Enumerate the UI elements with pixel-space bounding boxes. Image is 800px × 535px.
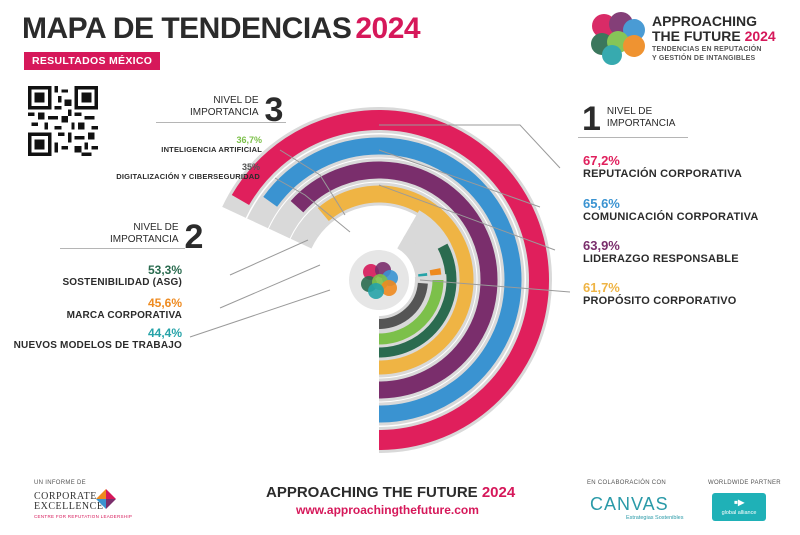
brand-line1: APPROACHING — [652, 13, 758, 29]
name-nuevos-modelos: NUEVOS MODELOS DE TRABAJO — [13, 340, 182, 351]
brand-sub1: TENDENCIAS EN REPUTACIÓN — [652, 46, 762, 53]
footer-title-year: 2024 — [481, 484, 516, 501]
level-2-line1: NIVEL DE — [133, 222, 179, 233]
canvas-logo[interactable]: CANVAS — [590, 494, 669, 515]
ring-bar — [231, 110, 549, 450]
value-ia: 36,7% — [236, 135, 262, 145]
leader-line — [378, 184, 556, 251]
value-proposito: 61,7% — [583, 280, 620, 295]
ce-line1: CORPORATE — [34, 491, 97, 502]
ring-bar — [290, 161, 498, 399]
value-reputacion: 67,2% — [583, 153, 620, 168]
partner-caption: WORLDWIDE PARTNER — [708, 480, 781, 486]
leader-line — [229, 239, 309, 276]
level-2-number: 2 — [184, 218, 204, 256]
center-logo-dot — [368, 283, 384, 299]
global-alliance-mark-icon: ▪▸ — [733, 495, 745, 509]
level-3-line2: IMPORTANCIA — [190, 106, 259, 118]
name-reputacion: REPUTACIÓN CORPORATIVA — [583, 168, 743, 180]
corporate-excellence-mark-icon — [96, 489, 116, 509]
value-digitalizacion: 35% — [241, 162, 260, 172]
name-proposito: PROPÓSITO CORPORATIVO — [583, 295, 737, 307]
label-sostenibilidad: 53,3% SOSTENIBILIDAD (ASG) — [62, 263, 182, 289]
center-logo-dot — [381, 280, 397, 296]
value-sostenibilidad: 53,3% — [147, 263, 182, 277]
level-1-number: 1 — [582, 100, 601, 138]
level-2-line2: IMPORTANCIA — [110, 233, 179, 245]
brand-block: APPROACHING THE FUTURE 2024 TENDENCIAS E… — [652, 14, 792, 63]
leader-line — [379, 124, 561, 169]
footer-title: APPROACHING THE FUTURE 2024 — [266, 484, 515, 501]
leader-line — [279, 149, 346, 216]
name-marca: MARCA CORPORATIVA — [66, 310, 182, 321]
collab-caption: EN COLABORACIÓN CON — [587, 480, 667, 486]
ring-bar — [378, 279, 444, 345]
global-alliance-logo[interactable]: ▪▸ global alliance — [712, 493, 766, 521]
value-liderazgo: 63,9% — [583, 238, 620, 253]
brand-sub2: Y GESTIÓN DE INTANGIBLES — [652, 54, 756, 62]
label-nuevos-modelos: 44,4% NUEVOS MODELOS DE TRABAJO — [14, 326, 182, 352]
label-proposito: 61,7% PROPÓSITO CORPORATIVO — [583, 280, 737, 308]
level-3-line1: NIVEL DE — [213, 95, 259, 106]
value-nuevos-modelos: 44,4% — [147, 326, 182, 340]
results-badge: RESULTADOS MÉXICO — [24, 52, 161, 70]
ring-bar — [263, 137, 522, 423]
label-digitalizacion: 35% DIGITALIZACIÓN Y CIBERSEGURIDAD — [116, 162, 260, 181]
name-ia: INTELIGENCIA ARTIFICIAL — [161, 145, 262, 154]
level-2-rule — [60, 248, 185, 249]
ce-line2: EXCELLENCE — [34, 501, 104, 512]
ce-subtitle: CENTRE FOR REPUTATION LEADERSHIP — [34, 514, 133, 519]
leader-line — [378, 149, 541, 208]
global-alliance-name: global alliance — [721, 510, 757, 516]
level-1-line1: NIVEL DE — [606, 106, 653, 117]
page-title: MAPA DE TENDENCIAS 2024 — [22, 12, 421, 46]
label-liderazgo: 63,9% LIDERAZGO RESPONSABLE — [583, 238, 739, 266]
name-digitalizacion: DIGITALIZACIÓN Y CIBERSEGURIDAD — [116, 172, 260, 181]
label-comunicacion: 65,6% COMUNICACIÓN CORPORATIVA — [583, 196, 759, 224]
footer-url-link[interactable]: www.approachingthefuture.com — [296, 503, 479, 517]
corporate-excellence-logo[interactable]: CORPORATE EXCELLENCE — [34, 492, 103, 512]
approaching-the-future-logo — [591, 12, 645, 65]
ring-bar — [317, 185, 474, 375]
name-sostenibilidad: SOSTENIBILIDAD (ASG) — [62, 277, 182, 288]
level-1-line2: IMPORTANCIA — [606, 117, 676, 129]
brand-year: 2024 — [744, 28, 776, 44]
value-marca: 45,6% — [147, 296, 182, 310]
level-1-rule — [578, 137, 688, 138]
title-year: 2024 — [355, 12, 421, 45]
footer-title-text: APPROACHING THE FUTURE — [266, 484, 478, 501]
level-3-heading: NIVEL DE IMPORTANCIA 3 — [190, 91, 284, 129]
canvas-name: CANVAS — [590, 494, 669, 514]
ring-bar — [378, 243, 457, 358]
canvas-subtitle: Estrategias Sostenibles — [626, 515, 684, 521]
qr-code-icon[interactable] — [28, 86, 98, 156]
label-marca: 45,6% MARCA CORPORATIVA — [67, 296, 182, 322]
label-ia: 36,7% INTELIGENCIA ARTIFICIAL — [161, 135, 262, 154]
level-3-rule — [156, 122, 286, 123]
brand-line2-text: THE FUTURE — [652, 28, 741, 44]
level-2-heading: NIVEL DE IMPORTANCIA 2 — [110, 218, 204, 256]
value-comunicacion: 65,6% — [583, 196, 620, 211]
leader-line — [189, 289, 331, 338]
leader-line — [419, 279, 571, 293]
name-liderazgo: LIDERAZGO RESPONSABLE — [583, 253, 739, 265]
leader-line — [219, 264, 321, 309]
level-3-number: 3 — [264, 91, 284, 129]
brand-line2: THE FUTURE 2024 — [652, 29, 792, 44]
ring-bar — [378, 282, 428, 329]
leader-line — [274, 177, 351, 233]
level-1-heading: 1 NIVEL DE IMPORTANCIA — [582, 100, 676, 138]
name-comunicacion: COMUNICACIÓN CORPORATIVA — [583, 211, 759, 223]
title-main: MAPA DE TENDENCIAS — [22, 12, 352, 45]
label-reputacion: 67,2% REPUTACIÓN CORPORATIVA — [583, 153, 742, 181]
report-caption: UN INFORME DE — [34, 480, 86, 486]
